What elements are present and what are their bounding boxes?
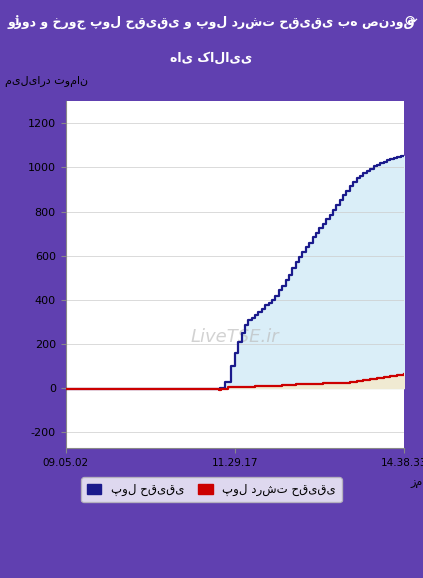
Text: ⟳: ⟳: [404, 14, 417, 29]
Text: ورود و خروج پول حقیقی و پول درشت حقیقی به صندوق: ورود و خروج پول حقیقی و پول درشت حقیقی ب…: [8, 15, 415, 29]
Text: میلیارد تومان: میلیارد تومان: [5, 76, 88, 87]
Legend: پول حقیقی, پول درشت حقیقی: پول حقیقی, پول درشت حقیقی: [81, 477, 342, 502]
Text: زمان: زمان: [411, 477, 423, 488]
Text: های کالایی: های کالایی: [170, 52, 253, 65]
Text: ℹ: ℹ: [14, 16, 19, 28]
Text: LiveTSE.ir: LiveTSE.ir: [190, 328, 279, 346]
